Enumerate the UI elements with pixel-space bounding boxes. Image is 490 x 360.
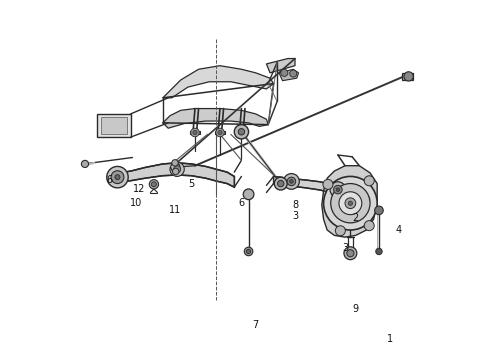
Circle shape bbox=[151, 182, 156, 187]
Circle shape bbox=[237, 128, 245, 137]
Circle shape bbox=[360, 195, 369, 204]
Circle shape bbox=[274, 177, 287, 190]
Polygon shape bbox=[101, 117, 127, 134]
Circle shape bbox=[334, 185, 342, 194]
Circle shape bbox=[376, 248, 382, 255]
Text: 1: 1 bbox=[387, 334, 393, 344]
Circle shape bbox=[218, 130, 222, 135]
Polygon shape bbox=[215, 131, 225, 134]
Circle shape bbox=[238, 129, 245, 135]
Circle shape bbox=[404, 72, 413, 81]
Circle shape bbox=[172, 159, 178, 166]
Polygon shape bbox=[279, 69, 298, 81]
Circle shape bbox=[284, 174, 299, 189]
Circle shape bbox=[281, 69, 288, 76]
Text: 3: 3 bbox=[342, 243, 348, 253]
Circle shape bbox=[243, 189, 254, 200]
Polygon shape bbox=[236, 131, 247, 134]
Polygon shape bbox=[267, 59, 295, 73]
Circle shape bbox=[348, 201, 352, 205]
Circle shape bbox=[115, 175, 120, 180]
Circle shape bbox=[234, 125, 248, 139]
Circle shape bbox=[173, 166, 181, 173]
Polygon shape bbox=[120, 163, 234, 187]
Text: 10: 10 bbox=[130, 198, 142, 208]
Polygon shape bbox=[163, 66, 273, 98]
Circle shape bbox=[339, 192, 362, 215]
Circle shape bbox=[323, 176, 377, 230]
Circle shape bbox=[107, 166, 128, 188]
Polygon shape bbox=[322, 166, 377, 237]
Circle shape bbox=[170, 162, 184, 176]
Circle shape bbox=[345, 198, 356, 208]
Circle shape bbox=[149, 180, 159, 189]
Polygon shape bbox=[190, 131, 200, 134]
Polygon shape bbox=[163, 109, 268, 128]
Text: 5: 5 bbox=[188, 179, 195, 189]
Circle shape bbox=[344, 247, 357, 260]
Polygon shape bbox=[273, 176, 359, 204]
Text: 9: 9 bbox=[353, 303, 359, 314]
Circle shape bbox=[245, 247, 253, 256]
Circle shape bbox=[277, 180, 284, 187]
Circle shape bbox=[193, 130, 197, 135]
Circle shape bbox=[81, 160, 89, 167]
Text: 4: 4 bbox=[395, 225, 402, 235]
Circle shape bbox=[347, 249, 354, 257]
Circle shape bbox=[290, 70, 297, 77]
Circle shape bbox=[357, 203, 367, 213]
Circle shape bbox=[287, 177, 296, 186]
Circle shape bbox=[364, 176, 374, 186]
Polygon shape bbox=[97, 114, 131, 137]
Polygon shape bbox=[402, 73, 413, 80]
Text: 6: 6 bbox=[238, 198, 245, 208]
Circle shape bbox=[375, 206, 383, 215]
Circle shape bbox=[290, 180, 293, 183]
Polygon shape bbox=[355, 194, 373, 212]
Text: 12: 12 bbox=[133, 184, 146, 194]
Circle shape bbox=[335, 226, 345, 236]
Circle shape bbox=[336, 188, 340, 192]
Circle shape bbox=[216, 128, 224, 137]
Text: 7: 7 bbox=[252, 320, 259, 330]
Text: 2: 2 bbox=[353, 212, 359, 222]
Text: 6: 6 bbox=[106, 175, 112, 185]
Circle shape bbox=[191, 128, 199, 137]
Circle shape bbox=[239, 130, 244, 135]
Circle shape bbox=[111, 171, 124, 184]
Text: 3: 3 bbox=[292, 211, 298, 221]
Circle shape bbox=[246, 249, 251, 253]
Circle shape bbox=[331, 184, 370, 223]
Text: 11: 11 bbox=[169, 205, 181, 215]
Circle shape bbox=[323, 179, 333, 189]
Circle shape bbox=[364, 221, 374, 231]
Circle shape bbox=[330, 182, 346, 198]
Text: 8: 8 bbox=[292, 200, 298, 210]
Circle shape bbox=[172, 168, 179, 175]
